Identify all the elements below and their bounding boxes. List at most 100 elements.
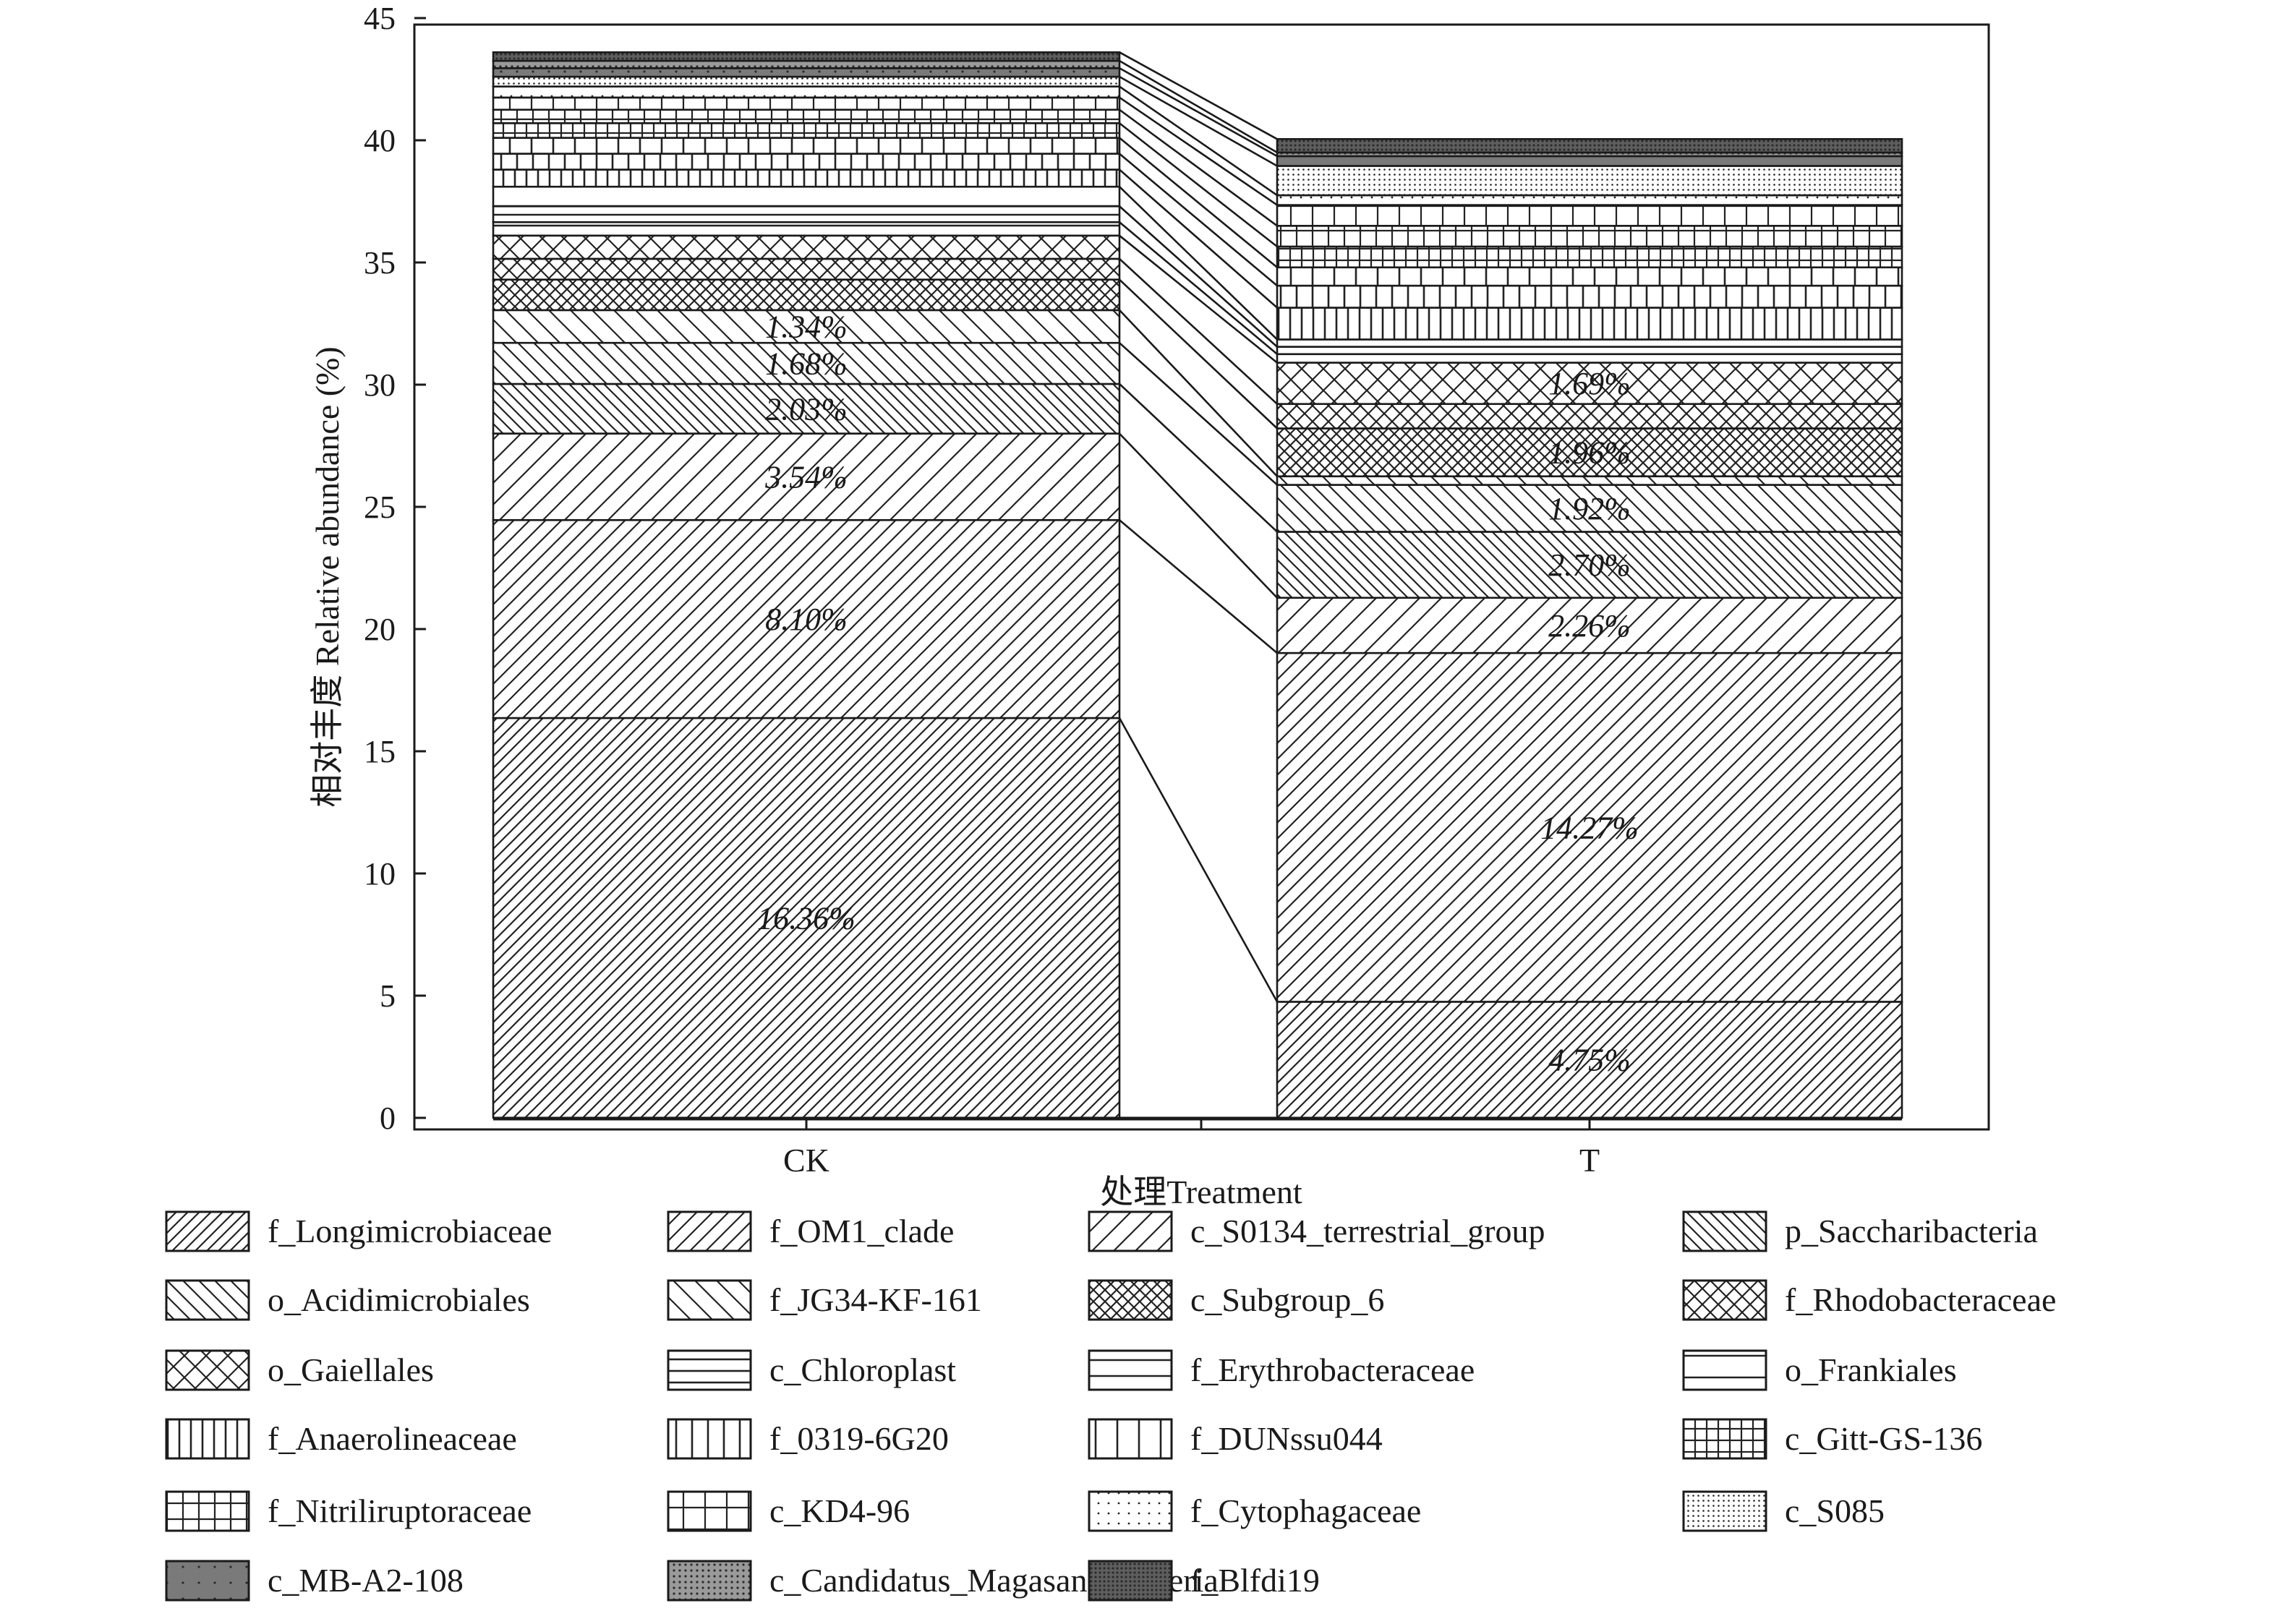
legend-label: f_Cytophagaceae <box>1190 1492 1421 1529</box>
legend-item: f_Anaerolineaceae <box>165 1418 517 1460</box>
y-tick-label: 45 <box>364 1 396 36</box>
x-axis-title: 处理Treatment <box>1100 1174 1302 1210</box>
bar-segment <box>492 168 1121 188</box>
legend-swatch <box>1682 1490 1767 1532</box>
connector-line <box>1119 137 1278 268</box>
legend-label: f_DUNssu044 <box>1190 1420 1383 1457</box>
bar-segment <box>492 67 1121 78</box>
y-tick-label: 20 <box>364 612 396 647</box>
legend-label: f_OM1_clade <box>769 1213 954 1249</box>
bar-segment <box>492 153 1121 171</box>
legend-item: f_Cytophagaceae <box>1088 1490 1421 1532</box>
legend-item: c_MB-A2-108 <box>165 1560 464 1602</box>
legend: f_Longimicrobiaceae f_OM1_clade c_S0134_te… <box>165 1210 2056 1602</box>
bar-segment <box>492 432 1121 521</box>
legend-label: f_Anaerolineaceae <box>268 1420 517 1457</box>
connector-line <box>1119 519 1278 654</box>
legend-label: o_Acidimicrobiales <box>268 1281 530 1318</box>
legend-item: f_0319-6G20 <box>667 1418 949 1460</box>
data-label: 8.10% <box>765 602 848 637</box>
legend-swatch <box>165 1418 250 1460</box>
legend-item: c_S085 <box>1682 1490 1885 1532</box>
legend-item: o_Frankiales <box>1682 1349 1957 1391</box>
legend-item: c_KD4-96 <box>667 1490 910 1532</box>
bar-segment <box>1276 1001 1903 1119</box>
legend-label: c_Chloroplast <box>769 1351 956 1388</box>
data-label: 2.03% <box>765 391 848 427</box>
bar-ck <box>492 51 1121 1119</box>
connector-line <box>1119 234 1278 364</box>
legend-swatch <box>1088 1349 1173 1391</box>
legend-swatch <box>1088 1418 1173 1460</box>
legend-label: c_KD4-96 <box>769 1492 910 1529</box>
y-tick-label: 25 <box>364 490 396 525</box>
legend-swatch <box>1088 1490 1173 1532</box>
x-tick-label: T <box>1579 1142 1600 1179</box>
connector-line <box>1119 60 1278 154</box>
connector-line <box>1119 122 1278 248</box>
y-tick-label: 0 <box>380 1101 396 1136</box>
legend-swatch <box>667 1418 752 1460</box>
bars-group <box>492 51 1903 1121</box>
connector-line <box>1119 309 1278 477</box>
bar-segment <box>1276 427 1903 478</box>
legend-swatch <box>1088 1560 1173 1602</box>
y-tick-label: 40 <box>364 123 396 158</box>
connector-line <box>1119 186 1278 341</box>
y-tick-label: 35 <box>364 245 396 281</box>
y-tick-label: 5 <box>380 978 396 1014</box>
legend-swatch <box>165 1349 250 1391</box>
bar-segment <box>1276 338 1903 348</box>
data-label: 16.36% <box>757 901 856 936</box>
bar-segment <box>1276 346 1903 356</box>
connector-line <box>1119 432 1278 599</box>
legend-swatch <box>1088 1279 1173 1321</box>
connector-line <box>1119 153 1278 287</box>
bar-segment <box>1276 245 1903 269</box>
bar-segment <box>492 75 1121 87</box>
legend-label: c_Gitt-GS-136 <box>1785 1420 1982 1457</box>
legend-swatch <box>1682 1210 1767 1252</box>
legend-item: o_Gaiellales <box>165 1349 434 1391</box>
bar-segment <box>492 278 1121 312</box>
legend-swatch <box>1682 1279 1767 1321</box>
connector-line <box>1118 717 1279 1003</box>
legend-item: c_S0134_terrestrial_group <box>1088 1210 1545 1252</box>
legend-swatch <box>1682 1349 1767 1391</box>
bar-segment <box>492 221 1121 237</box>
legend-item: c_Chloroplast <box>667 1349 956 1391</box>
legend-label: c_S0134_terrestrial_group <box>1190 1213 1545 1249</box>
data-label: 14.27% <box>1540 810 1639 845</box>
bar-segment <box>1276 307 1903 341</box>
bar-segment <box>492 257 1121 281</box>
data-label: 2.70% <box>1548 547 1631 583</box>
legend-item: f_JG34-KF-161 <box>667 1279 982 1321</box>
legend-swatch <box>165 1560 250 1602</box>
x-axis: CK T <box>783 1119 1600 1179</box>
connector-line <box>1119 221 1278 355</box>
bar-segment <box>492 85 1121 99</box>
y-axis: 0 5 10 15 20 25 30 35 40 45 <box>364 1 426 1136</box>
data-label: 1.34% <box>765 309 848 345</box>
connector-line <box>1119 342 1278 486</box>
bar-segment <box>492 96 1121 111</box>
legend-swatch <box>1682 1418 1767 1460</box>
connector-line <box>1119 96 1278 206</box>
bar-segment <box>1276 484 1903 533</box>
bar-segment <box>1276 403 1903 429</box>
bar-t <box>1276 138 1903 1119</box>
bar-segment <box>1276 224 1903 248</box>
legend-item: f_Rhodobacteraceae <box>1682 1279 2056 1321</box>
legend-label: f_JG34-KF-161 <box>769 1281 982 1318</box>
bar-segment <box>492 51 1121 62</box>
legend-label: o_Frankiales <box>1785 1351 1957 1388</box>
data-label: 1.92% <box>1548 491 1631 526</box>
data-label: 1.69% <box>1548 366 1631 401</box>
legend-swatch <box>667 1279 752 1321</box>
legend-swatch <box>165 1490 250 1532</box>
bar-segment <box>1276 138 1903 154</box>
legend-swatch <box>667 1490 752 1532</box>
connector-line <box>1119 75 1278 167</box>
legend-swatch <box>165 1210 250 1252</box>
